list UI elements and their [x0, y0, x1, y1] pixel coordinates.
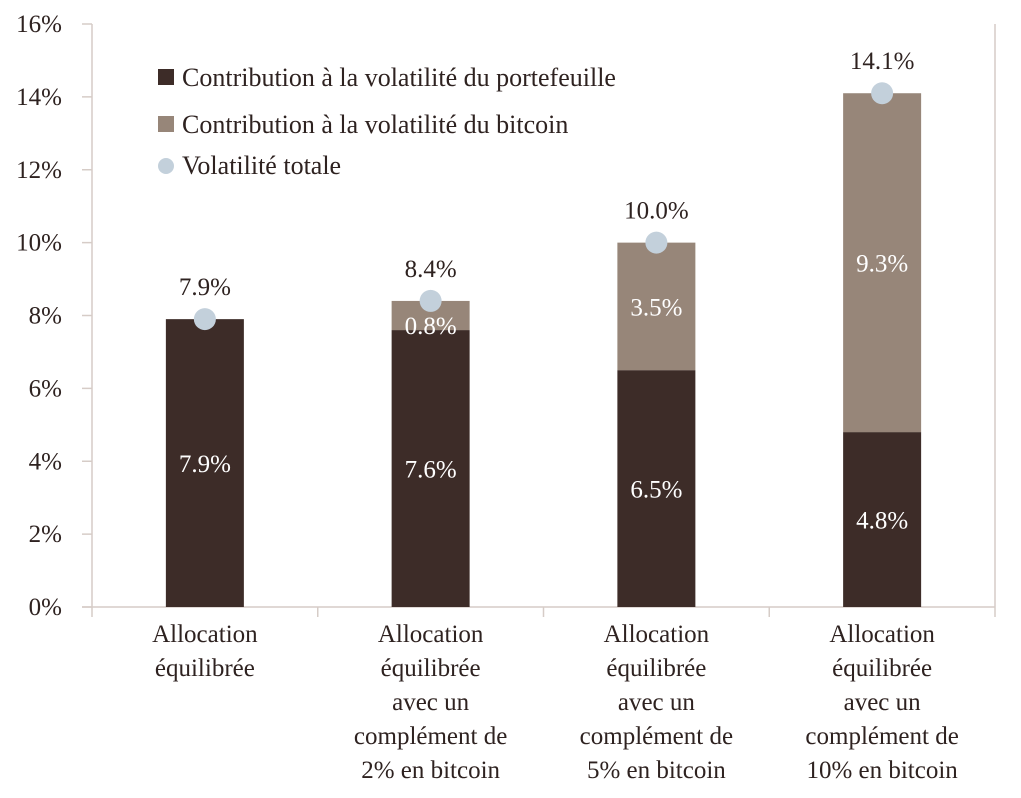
y-tick-label: 2%	[29, 521, 62, 548]
data-label-bitcoin: 9.3%	[856, 251, 908, 278]
category-label-line: complément de	[354, 723, 507, 750]
legend: Contribution à la volatilité du portefeu…	[158, 63, 616, 180]
category-label: Allocation équilibrée avec un complément de…	[580, 621, 733, 784]
data-label-bitcoin: 3.5%	[630, 294, 682, 321]
legend-marker-portfolio	[158, 69, 174, 85]
category-label-line: Allocation	[152, 621, 258, 648]
category-label-line: 2% en bitcoin	[361, 757, 500, 784]
data-label-portfolio: 6.5%	[630, 477, 682, 504]
data-label-portfolio: 4.8%	[856, 508, 908, 535]
y-tick-label: 4%	[29, 448, 62, 475]
category-label-line: complément de	[805, 723, 958, 750]
category-label-line: Allocation	[604, 621, 710, 648]
category-label-line: complément de	[580, 723, 733, 750]
data-label-total: 14.1%	[850, 48, 915, 75]
category-label-line: équilibrée	[381, 655, 481, 682]
y-tick-label: 14%	[16, 84, 62, 111]
category-label-line: équilibrée	[606, 655, 706, 682]
data-label-total: 10.0%	[624, 198, 689, 225]
bar-portfolio-contribution	[391, 330, 470, 607]
bar-portfolio-contribution	[617, 370, 696, 607]
legend-label: Volatilité totale	[182, 151, 341, 180]
data-label-portfolio: 7.6%	[405, 457, 457, 484]
legend-marker-total	[158, 158, 174, 174]
y-tick-label: 10%	[16, 230, 62, 257]
category-label-line: 5% en bitcoin	[587, 757, 726, 784]
y-tick-label: 16%	[16, 11, 62, 38]
bar-bitcoin-contribution	[843, 93, 922, 433]
bar-portfolio-contribution	[843, 432, 922, 607]
category-label-line: équilibrée	[155, 655, 255, 682]
category-label-line: 10% en bitcoin	[806, 757, 958, 784]
total-volatility-point	[193, 308, 216, 331]
data-label-bitcoin: 0.8%	[405, 313, 457, 340]
legend-marker-bitcoin	[158, 116, 174, 132]
y-tick-label: 6%	[29, 375, 62, 402]
category-label-line: avec un	[618, 689, 696, 716]
total-volatility-point	[871, 82, 894, 105]
category-label: Allocation équilibrée avec un complément de…	[805, 621, 958, 784]
axes: 0% 2% 4% 6% 8% 10% 12% 14% 16%	[16, 11, 996, 621]
category-label-line: Allocation	[378, 621, 484, 648]
data-labels: 7.9% 7.9% 7.6% 0.8% 8.4% 6.5% 3.5% 10.0% 4.8% 9.3…	[179, 48, 915, 534]
category-label-line: avec un	[844, 689, 922, 716]
category-label-line: équilibrée	[832, 655, 932, 682]
total-volatility-points	[193, 82, 894, 331]
bar-bitcoin-contribution	[617, 242, 696, 371]
bar-portfolio-contribution	[165, 319, 244, 607]
category-label: Allocation équilibrée	[152, 621, 258, 682]
data-label-portfolio: 7.9%	[179, 451, 231, 478]
category-label-line: avec un	[392, 689, 470, 716]
data-label-total: 8.4%	[405, 256, 457, 283]
total-volatility-point	[645, 231, 668, 254]
category-labels: Allocation équilibrée Allocation équilibrée…	[152, 621, 959, 784]
y-tick-label: 8%	[29, 303, 62, 330]
bars	[165, 93, 922, 607]
legend-label: Contribution à la volatilité du portefeu…	[182, 63, 616, 92]
category-label: Allocation équilibrée avec un complément de…	[354, 621, 507, 784]
category-label-line: Allocation	[829, 621, 935, 648]
y-tick-label: 0%	[29, 594, 62, 621]
legend-label: Contribution à la volatilité du bitcoin	[182, 110, 568, 139]
data-label-total: 7.9%	[179, 274, 231, 301]
y-tick-label: 12%	[16, 157, 62, 184]
total-volatility-point	[419, 289, 442, 312]
